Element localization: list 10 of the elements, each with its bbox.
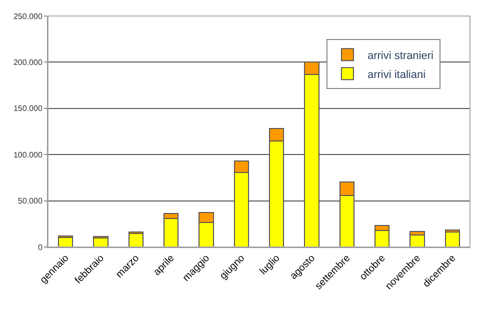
y-tick-label: 100.000: [13, 150, 43, 160]
bar: [128, 233, 144, 247]
legend-label: arrivi italiani: [367, 68, 426, 81]
legend-label: arrivi stranieri: [367, 50, 434, 62]
y-tick-label: 150.000: [13, 104, 43, 114]
y-tick-label: 250.000: [13, 12, 43, 21]
y-tick-label: 50.000: [18, 196, 43, 206]
y-tick-label: 0: [38, 242, 43, 252]
y-tick-label: 200.000: [13, 58, 43, 67]
bar: [410, 234, 425, 247]
